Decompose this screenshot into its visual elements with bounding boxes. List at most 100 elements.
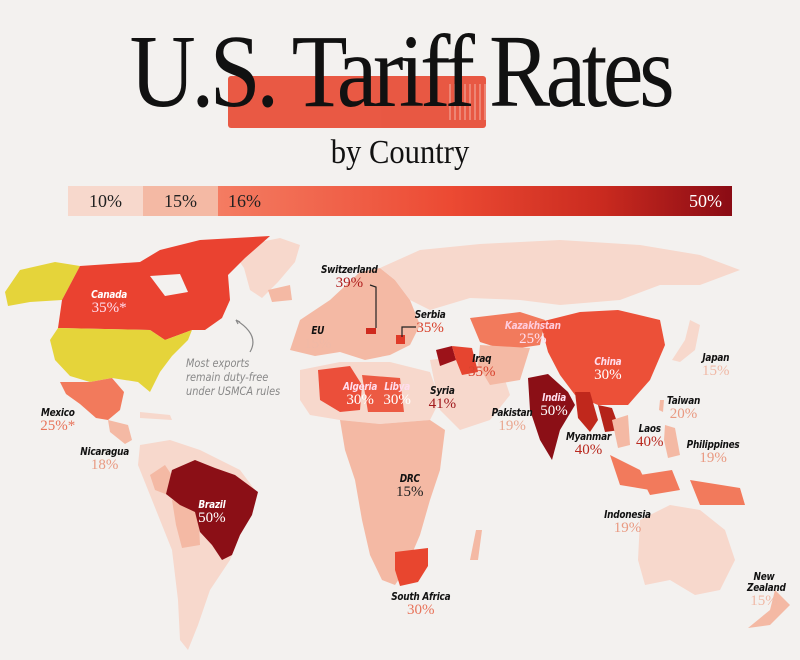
country-name: Nicaragua (80, 446, 130, 458)
country-name: Myanmar (565, 431, 611, 443)
india (528, 374, 575, 460)
country-rate: 25%* (40, 418, 76, 435)
title-prefix: U.S. (129, 14, 280, 129)
label-india: India 50% (540, 392, 568, 420)
serbia-pointer (401, 326, 416, 337)
label-serbia: Serbia 35% (412, 309, 448, 337)
country-name: Indonesia (604, 509, 651, 521)
country-rate: 25% (519, 331, 547, 348)
country-name: India (542, 392, 566, 404)
russia (380, 240, 740, 310)
country-rate: 50% (198, 510, 226, 527)
title-block: U.S. Tariff Rates by Country (0, 0, 800, 180)
usa (50, 328, 192, 392)
country-rate: 39% (335, 275, 364, 292)
title-suffix: Rates (489, 14, 675, 129)
indonesia (610, 455, 745, 505)
country-name: Iraq (472, 353, 492, 365)
country-rate: 15% (702, 363, 730, 380)
label-algeria: Algeria 30% (340, 381, 380, 409)
label-taiwan: Taiwan 20% (664, 395, 703, 423)
country-rate: 15% (396, 484, 424, 501)
country-rate: 15% (750, 593, 778, 610)
label-brazil: Brazil 50% (196, 499, 228, 527)
color-legend: 10% 15% 16% 50% (68, 186, 732, 216)
taiwan (659, 400, 664, 412)
subtitle: by Country (330, 134, 470, 171)
country-rate: 40% (636, 434, 664, 451)
label-china: China 30% (592, 356, 624, 384)
country-name: South Africa (391, 591, 451, 603)
china (540, 310, 665, 405)
note-line: under USMCA rules (186, 384, 281, 398)
page-title: U.S. Tariff Rates (48, 16, 752, 128)
label-laos: Laos 40% (636, 423, 664, 451)
country-name: DRC (399, 473, 420, 485)
legend-label: 15% (164, 190, 197, 211)
label-iraq: Iraq 35% (468, 353, 496, 381)
label-switzerland: Switzerland 39% (316, 264, 383, 292)
label-drc: DRC 15% (396, 473, 424, 501)
kazakhstan (470, 312, 545, 350)
label-new-zealand: New Zealand 15% (744, 571, 786, 610)
country-name: Algeria (343, 381, 378, 393)
country-rate: 50% (540, 403, 568, 420)
country-rate: 40% (574, 442, 603, 459)
country-name: Laos (638, 423, 661, 435)
country-name: Canada (91, 289, 127, 301)
country-name: Japan (702, 352, 730, 364)
country-rate: 18% (90, 457, 119, 474)
label-mexico: Mexico 25%* (38, 407, 78, 435)
legend-label: 16% (228, 190, 261, 211)
country-rate: 19% (699, 450, 727, 467)
europe (290, 268, 420, 360)
country-name: Switzerland (321, 264, 378, 276)
country-name: Taiwan (666, 395, 701, 407)
label-libya: Libya 30% (382, 381, 412, 409)
label-myanmar: Myanmar 40% (562, 431, 615, 459)
algeria (318, 366, 362, 412)
country-name: EU (311, 325, 325, 337)
country-name: Philippines (686, 439, 740, 451)
philippines (664, 425, 680, 458)
legend-label: 10% (89, 190, 122, 211)
label-canada: Canada 35%* (88, 289, 130, 317)
serbia (396, 335, 405, 344)
label-south-africa: South Africa 30% (386, 591, 456, 619)
brazil (166, 460, 258, 560)
world-map (5, 236, 790, 650)
legend-gradient: 16% 50% (218, 186, 732, 216)
country-rate: 35% (468, 364, 496, 381)
country-name: China (594, 356, 622, 368)
country-rate: 30% (594, 367, 622, 384)
myanmar (575, 392, 598, 432)
label-japan: Japan 15% (700, 352, 732, 380)
country-rate: 19% (498, 418, 526, 435)
country-name: Mexico (40, 407, 75, 419)
label-pakistan: Pakistan 19% (488, 407, 536, 435)
country-rate: 41% (428, 396, 457, 413)
south-africa (395, 548, 428, 586)
country-rate: 35% (416, 320, 444, 337)
country-name: Serbia (414, 309, 446, 321)
country-rate: 15% (304, 336, 332, 353)
new-zealand (748, 590, 790, 628)
country-name: New Zealand (747, 571, 786, 595)
country-rate: 30% (407, 602, 435, 619)
mexico (60, 378, 124, 420)
label-syria: Syria 41% (428, 385, 457, 413)
label-kazakhstan: Kazakhstan 25% (500, 320, 566, 348)
brush-highlight (228, 76, 486, 128)
country-name: Syria (430, 385, 455, 397)
label-philippines: Philippines 19% (682, 439, 744, 467)
country-rate: 35%* (91, 300, 127, 317)
country-rate: 30% (383, 392, 411, 409)
central-africa (340, 420, 445, 585)
australia (638, 505, 735, 595)
iraq (452, 346, 478, 375)
usmca-note: Most exports remain duty-free under USMC… (186, 356, 280, 398)
legend-10: 10% (68, 186, 143, 216)
label-nicaragua: Nicaragua 18% (76, 446, 133, 474)
country-name: Brazil (198, 499, 226, 511)
label-eu: EU 15% (304, 325, 332, 353)
